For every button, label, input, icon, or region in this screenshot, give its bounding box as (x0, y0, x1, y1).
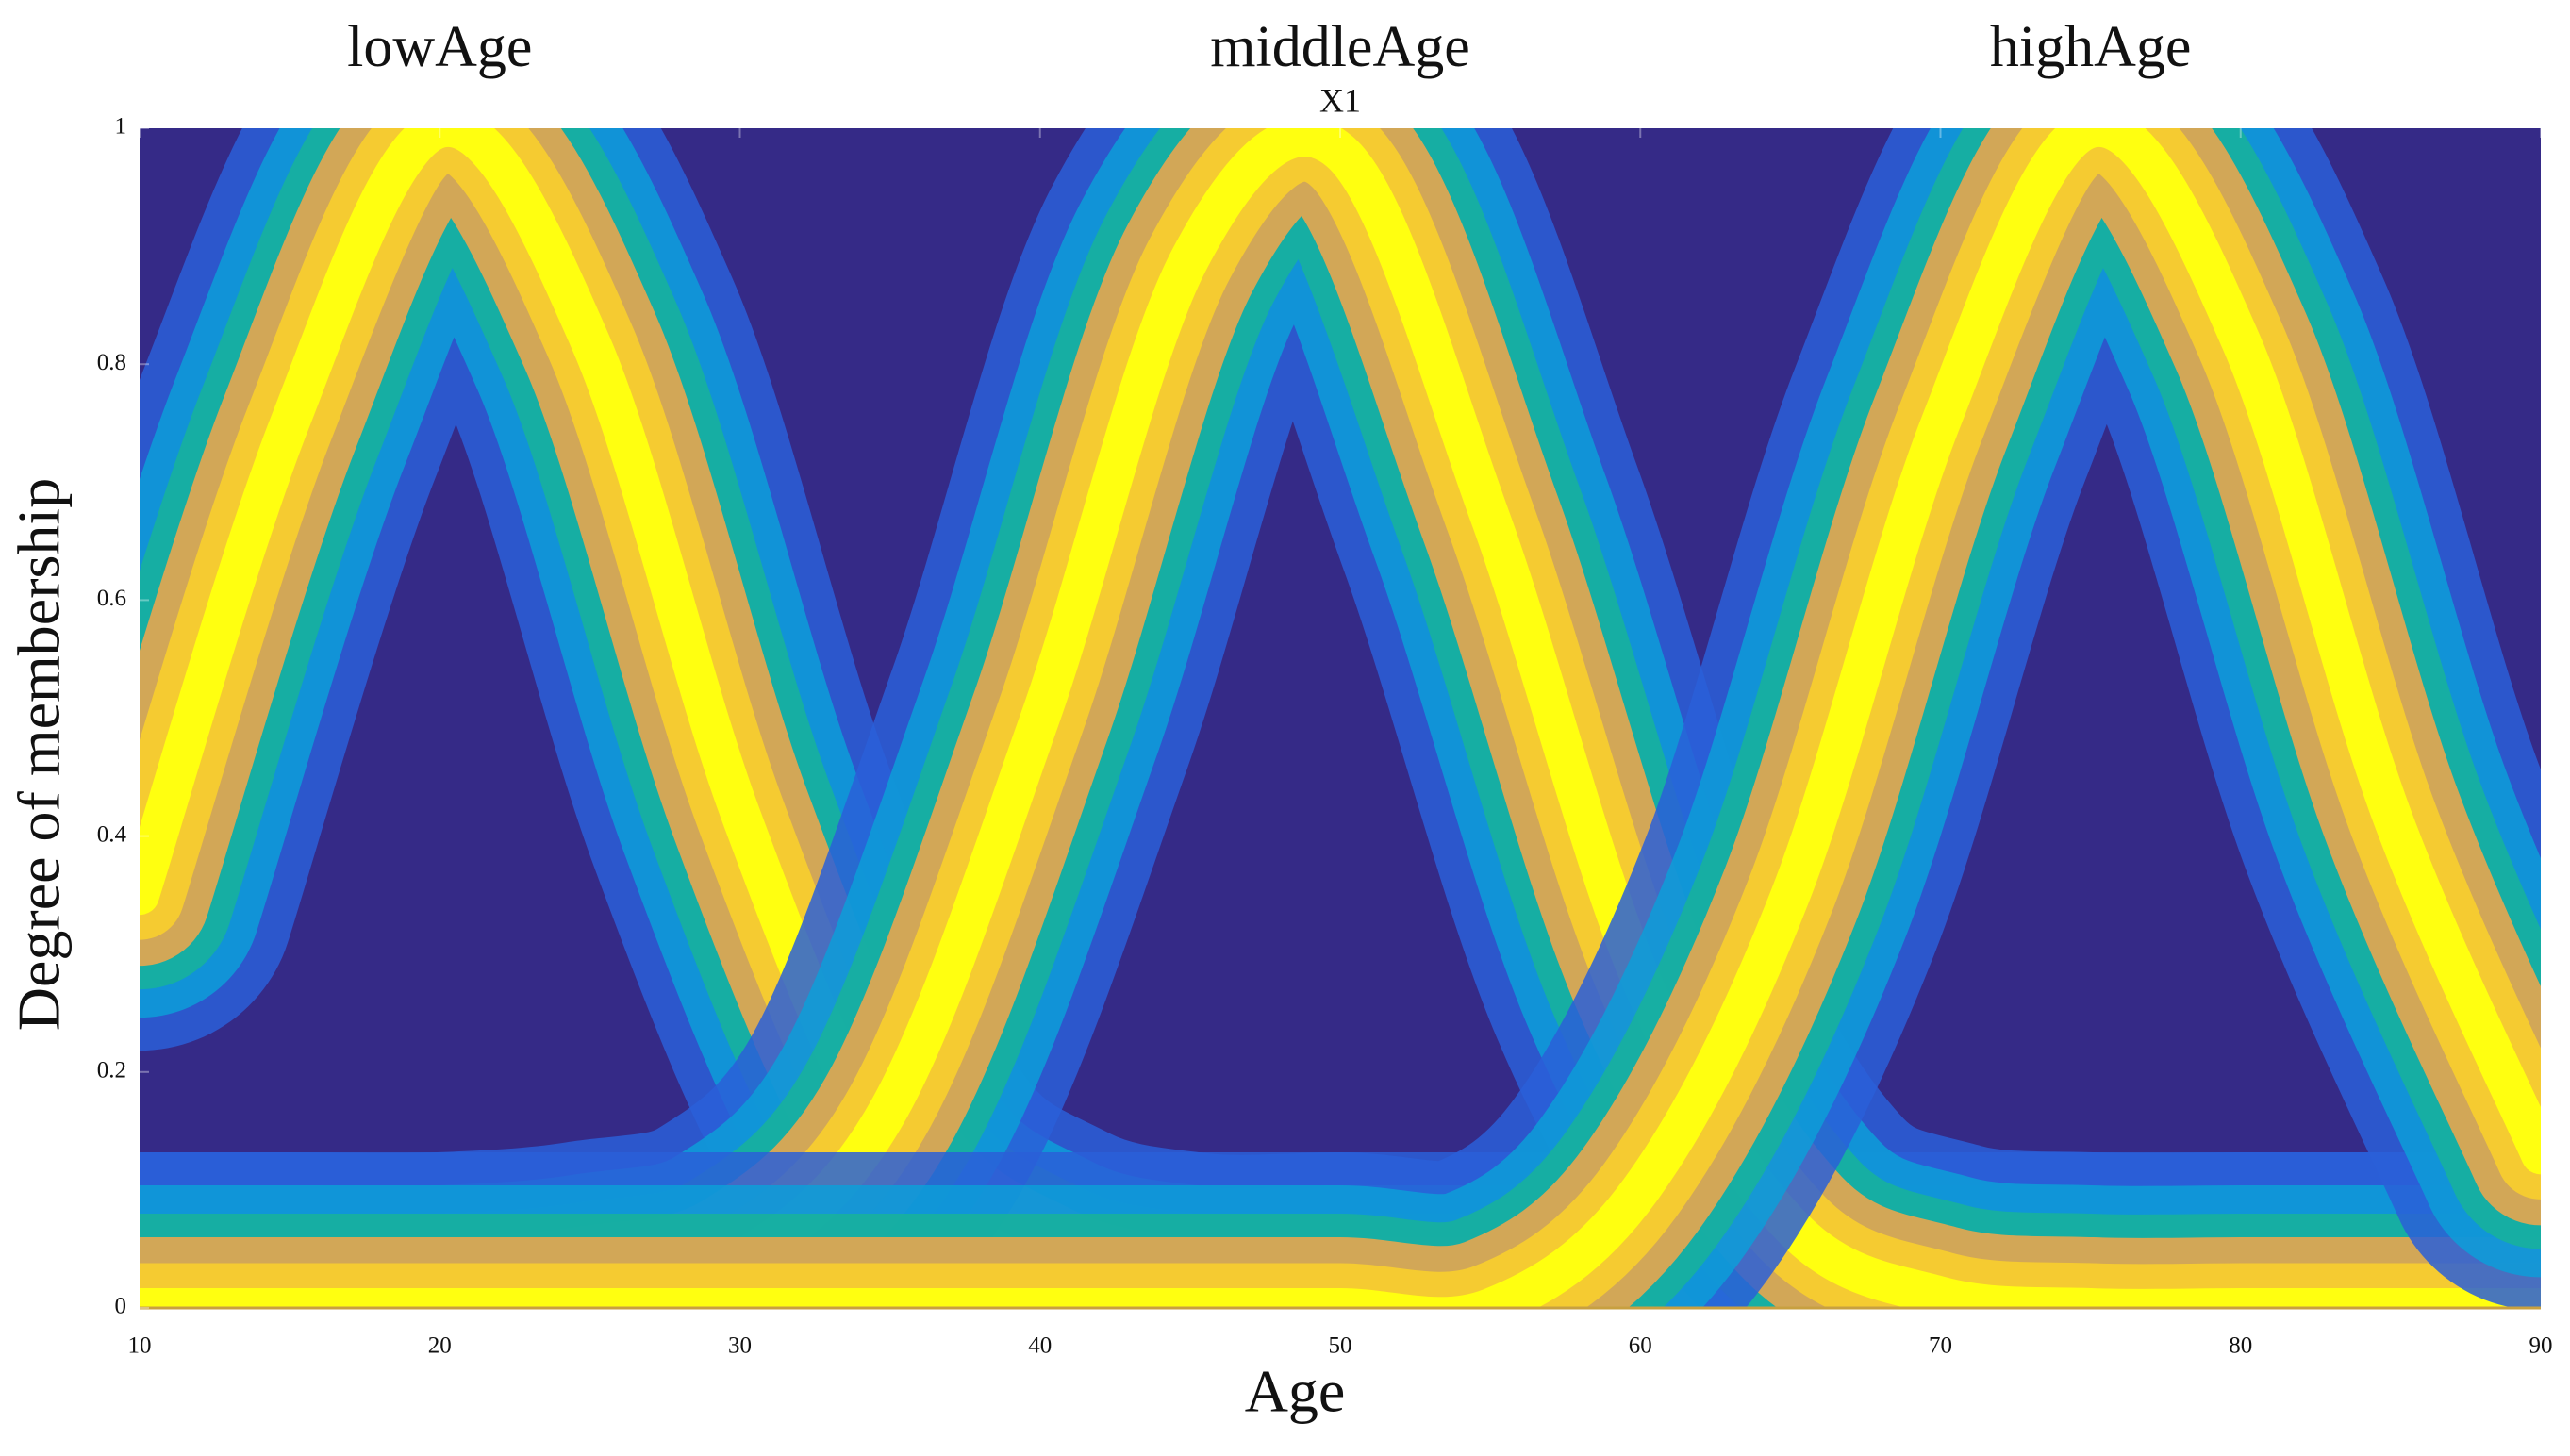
series-name: lowAge (347, 15, 532, 79)
series-name: highAge (1990, 15, 2192, 79)
x-tick-label: 70 (1929, 1333, 1952, 1359)
x-tick-label: 90 (2529, 1333, 2553, 1359)
x-tick-label: 20 (428, 1333, 452, 1359)
y-tick-label: 0.4 (97, 821, 127, 847)
y-axis-title: Degree of membership (6, 478, 73, 1031)
membership-line (140, 128, 2541, 1308)
x-axis-title: Age (1245, 1358, 1346, 1425)
y-tick-label: 0.8 (97, 350, 126, 375)
y-tick-label: 0.6 (97, 586, 126, 611)
y-tick-label: 0.2 (97, 1058, 126, 1084)
x-tick-label: 50 (1329, 1333, 1352, 1359)
plot-area (140, 128, 2541, 1308)
x-tick-label: 60 (1629, 1333, 1652, 1359)
y-tick-label: 1 (115, 114, 127, 140)
x-tick-label: 80 (2229, 1333, 2252, 1359)
x-tick-label: 40 (1028, 1333, 1052, 1359)
x-tick-label: 10 (128, 1333, 152, 1359)
x-tick-label: 30 (728, 1333, 752, 1359)
y-tick-label: 0 (115, 1294, 127, 1319)
annotation: X1 (1319, 81, 1361, 119)
series-name: middleAge (1210, 15, 1470, 79)
